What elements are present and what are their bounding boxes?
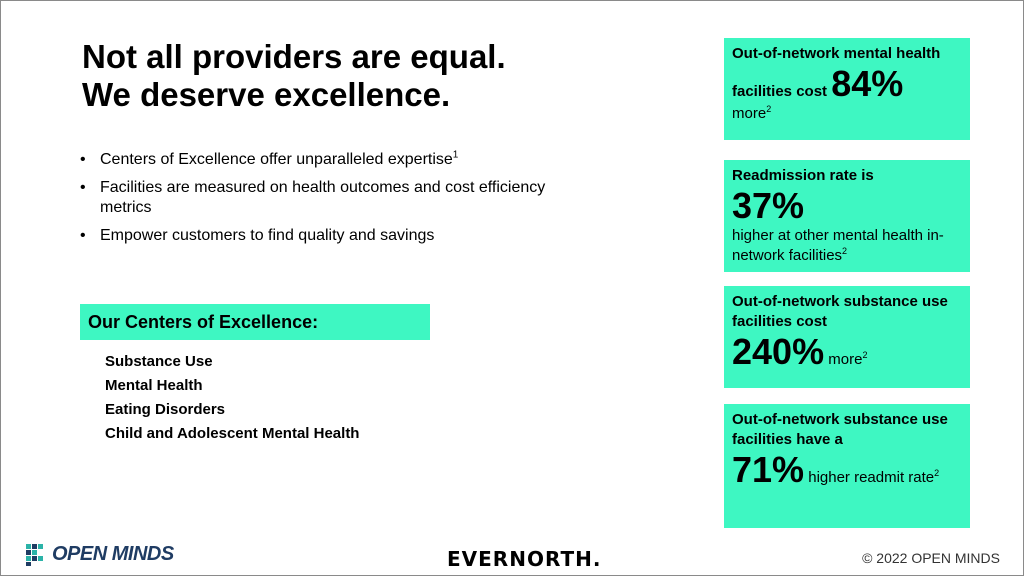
card-tail: higher readmit rate: [808, 469, 935, 486]
footnote-ref: 2: [934, 468, 940, 478]
open-minds-logo-icon: [26, 543, 48, 566]
card-stat: 71%: [732, 449, 805, 490]
card-stat: 240%: [732, 331, 825, 372]
title-line-1: Not all providers are equal.: [82, 38, 506, 75]
card-lead: Out-of-network substance use facilities …: [732, 293, 948, 330]
title-line-2: We deserve excellence.: [82, 76, 451, 113]
stat-card-substance-cost: Out-of-network substance use facilities …: [724, 286, 970, 388]
stat-card-substance-readmit: Out-of-network substance use facilities …: [724, 404, 970, 528]
coe-header: Our Centers of Excellence:: [80, 304, 430, 340]
coe-item: Mental Health: [105, 377, 203, 394]
evernorth-logo: EVERNORTH.: [447, 547, 602, 571]
coe-item: Substance Use: [105, 353, 213, 370]
card-tail: higher at other mental health in-network…: [732, 227, 944, 264]
bullet-list: Centers of Excellence offer unparalleled…: [80, 150, 550, 254]
open-minds-logo: OPEN MINDS: [26, 543, 174, 566]
footnote-ref: 2: [862, 350, 868, 360]
coe-item: Child and Adolescent Mental Health: [105, 425, 360, 442]
bullet-text: Facilities are measured on health outcom…: [100, 179, 546, 216]
copyright: © 2022 OPEN MINDS: [862, 550, 1000, 566]
card-tail: more: [828, 351, 863, 368]
card-stat: 37%: [732, 185, 805, 226]
card-stat: 84%: [831, 63, 904, 104]
footnote-ref: 1: [452, 149, 459, 161]
card-lead: Out-of-network substance use facilities …: [732, 411, 948, 448]
stat-card-readmission: Readmission rate is 37% higher at other …: [724, 160, 970, 272]
card-tail: more: [732, 105, 767, 122]
slide-title: Not all providers are equal. We deserve …: [82, 38, 506, 114]
bullet-text: Centers of Excellence offer unparalleled…: [100, 151, 453, 168]
bullet-item: Empower customers to find quality and sa…: [80, 226, 550, 246]
card-lead: Out-of-network mental health facilities …: [732, 45, 941, 100]
card-lead: Readmission rate is: [732, 167, 874, 184]
bullet-item: Centers of Excellence offer unparalleled…: [80, 150, 550, 170]
stat-card-mental-health-cost: Out-of-network mental health facilities …: [724, 38, 970, 140]
open-minds-logo-text: OPEN MINDS: [52, 543, 174, 565]
footnote-ref: 2: [842, 246, 848, 256]
coe-item: Eating Disorders: [105, 401, 226, 418]
footnote-ref: 2: [766, 104, 772, 114]
coe-list: Substance Use Mental Health Eating Disor…: [105, 350, 359, 446]
bullet-item: Facilities are measured on health outcom…: [80, 178, 550, 218]
bullet-text: Empower customers to find quality and sa…: [100, 227, 435, 244]
